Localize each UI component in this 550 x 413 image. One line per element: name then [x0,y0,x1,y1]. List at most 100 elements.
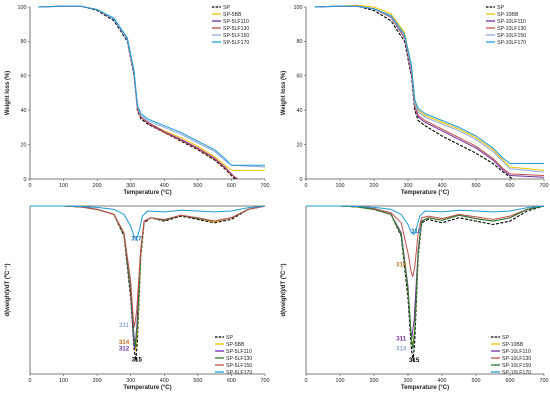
y-tick-label: 100 [18,5,27,11]
y-tick-label: 20 [297,142,303,148]
x-tick-label: 200 [93,183,102,189]
panel-bottom-left: 0 100 200 300 400 500 600 700 Temperature (°C) d(… [4,205,270,391]
series-line-sp-10bb [314,4,545,171]
y-axis-title: d(weight)/dT (ºC⁻¹) [4,263,11,316]
legend-entry: SP-5BB [223,12,242,18]
legend: SPSP-10BBSP-10LF110SP-10LF130SP-10LF150S… [491,335,531,376]
x-tick-label: 500 [472,183,481,189]
y-axis-title: Weight loss (%) [5,71,11,116]
legend-entry: SP-5LF170 [226,370,252,376]
x-tick-label: 100 [336,378,345,384]
y-tick-label: 60 [297,74,303,80]
legend-entry: SP-10LF130 [502,356,531,362]
legend-entry: SP-5LF170 [223,40,249,46]
x-tick-label: 700 [261,183,270,189]
series-line-sp [38,5,236,180]
x-tick-label: 600 [506,378,515,384]
legend-entry: SP-5BB [226,342,245,348]
x-tick-label: 500 [193,378,202,384]
legend-entry: SP-10LF110 [497,19,526,25]
y-axis-title: d(weight)/dT (ºC⁻¹) [280,263,287,316]
peak-annotation: 315 [132,356,143,363]
y-tick-label: 0 [24,177,27,183]
legend-entry: SP-10LF130 [497,26,526,32]
x-axis-title: Temperature (°C) [123,385,171,391]
legend-entry: SP-10LF110 [502,349,531,355]
legend-entry: SP [223,5,230,11]
series-line-sp-10lf150 [306,205,545,350]
x-tick-label: 700 [540,378,549,384]
x-tick-label: 400 [438,378,447,384]
x-axis-title: Temperature (°C) [123,190,171,196]
x-tick-label: 400 [160,183,169,189]
panel-top-right: 0 100 200 300 400 500 600 700 0 20 40 60 80 100 Temper… [281,4,549,196]
y-tick-label: 100 [294,5,303,11]
x-tick-label: 600 [227,378,236,384]
x-tick-label: 300 [404,378,413,384]
x-tick-label: 100 [59,378,68,384]
x-tick-label: 500 [472,378,481,384]
peak-annotation: 314 [396,261,407,268]
peak-annotation: 311 [119,322,130,329]
y-tick-label: 40 [297,108,303,114]
x-tick-label: 400 [160,378,169,384]
x-tick-label: 700 [261,378,270,384]
x-tick-label: 300 [126,378,135,384]
legend-entry: SP-10LF150 [502,363,531,369]
x-tick-label: 600 [506,183,515,189]
legend-entry: SP-10BB [502,342,524,348]
legend-entry: SP [226,335,233,341]
series-line-sp-5lf150 [30,205,266,328]
series-line-sp-5lf170 [38,5,265,166]
legend-entry: SP-10LF170 [502,370,531,376]
y-tick-label: 60 [21,74,27,80]
y-tick-label: 20 [21,142,27,148]
x-tick-label: 500 [193,183,202,189]
peak-annotation: 317 [131,235,142,242]
x-tick-label: 0 [29,183,32,189]
legend-entry: SP-5LF130 [223,26,249,32]
peak-annotation: 314 [119,339,130,346]
x-tick-label: 200 [370,378,379,384]
x-tick-label: 0 [305,378,308,384]
x-tick-label: 0 [29,378,32,384]
legend-entry: SP-5LF130 [226,356,252,362]
x-tick-label: 200 [370,183,379,189]
peak-annotation: 315 [409,357,420,364]
x-tick-label: 600 [227,183,236,189]
y-tick-label: 0 [300,177,303,183]
legend-entry: SP [497,5,504,11]
panel-top-left: 0 100 200 300 400 500 600 700 0 20 40 60 80 100 Temper… [5,5,270,196]
legend-entry: SP-10LF150 [497,33,526,39]
panel-bottom-right: 0 100 200 300 400 500 600 700 Temperature (°C) d(… [280,205,549,391]
x-tick-label: 700 [540,183,549,189]
x-tick-label: 300 [126,183,135,189]
x-axis-title: Temperature (°C) [401,190,449,196]
y-tick-label: 40 [21,108,27,114]
legend-entry: SP-5LF110 [223,19,249,25]
legend-entry: SP-5LF150 [223,33,249,39]
legend-entry: SP-5LF110 [226,349,252,355]
y-axis-title: Weight loss (%) [281,71,287,116]
series-line-sp-10lf170 [314,5,544,165]
x-tick-label: 100 [59,183,68,189]
series-line-sp-10lf170 [306,205,545,236]
legend-entry: SP-5LF150 [226,363,252,369]
x-tick-label: 400 [438,183,447,189]
legend: SPSP-5BBSP-5LF110SP-5LF130SP-5LF150SP-5L… [212,5,249,46]
x-tick-label: 0 [305,183,308,189]
peak-annotation: 318 [411,228,422,235]
peak-annotation: 312 [119,345,130,352]
series-line-sp-5lf170 [30,205,266,241]
peak-annotation: 314 [396,345,407,352]
legend-entry: SP-10BB [497,12,519,18]
y-tick-label: 80 [21,39,27,45]
x-tick-label: 200 [93,378,102,384]
peak-annotation: 311 [396,335,407,342]
x-tick-label: 100 [336,183,345,189]
series-line-sp-10lf130 [306,205,545,278]
series-line-sp [314,5,514,180]
legend: SPSP-10BBSP-10LF110SP-10LF130SP-10LF150S… [486,5,526,46]
